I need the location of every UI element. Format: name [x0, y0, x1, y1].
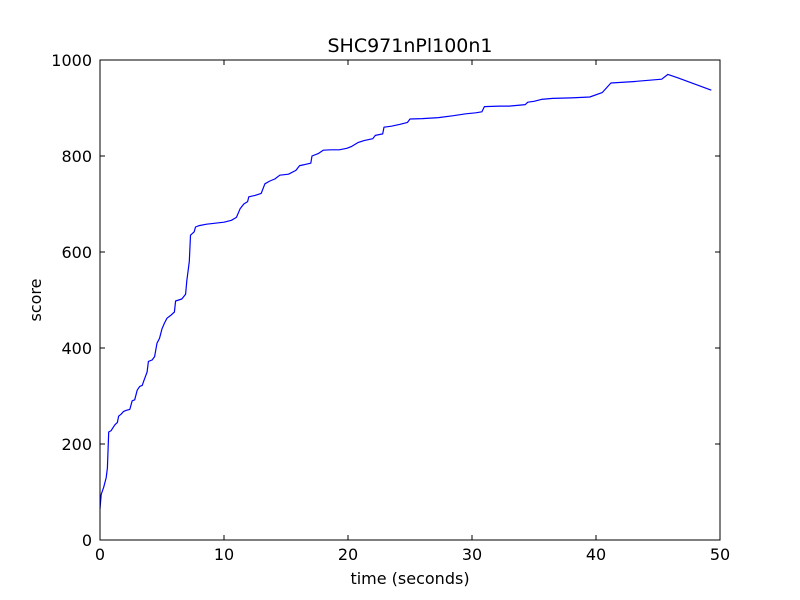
- axis-ticks: 0 10 20 30 40 50 0 200 400 600 800 1000: [51, 51, 730, 564]
- y-axis-label: score: [26, 279, 45, 322]
- y-tick-label: 1000: [51, 51, 92, 70]
- y-tick-label: 800: [61, 147, 92, 166]
- y-tick-label: 200: [61, 435, 92, 454]
- x-tick-label: 30: [462, 545, 482, 564]
- x-tick-label: 0: [95, 545, 105, 564]
- plot-area: [99, 73, 712, 509]
- x-tick-label: 10: [214, 545, 234, 564]
- x-tick-label: 50: [710, 545, 730, 564]
- x-axis-label: time (seconds): [350, 569, 469, 588]
- y-tick-label: 600: [61, 243, 92, 262]
- chart-title: SHC971nPl100n1: [327, 35, 492, 57]
- x-tick-label: 20: [338, 545, 358, 564]
- y-tick-label: 400: [61, 339, 92, 358]
- plot-frame: [99, 59, 721, 541]
- y-tick-label: 0: [82, 531, 92, 550]
- series-line: [99, 73, 712, 509]
- x-tick-label: 40: [586, 545, 606, 564]
